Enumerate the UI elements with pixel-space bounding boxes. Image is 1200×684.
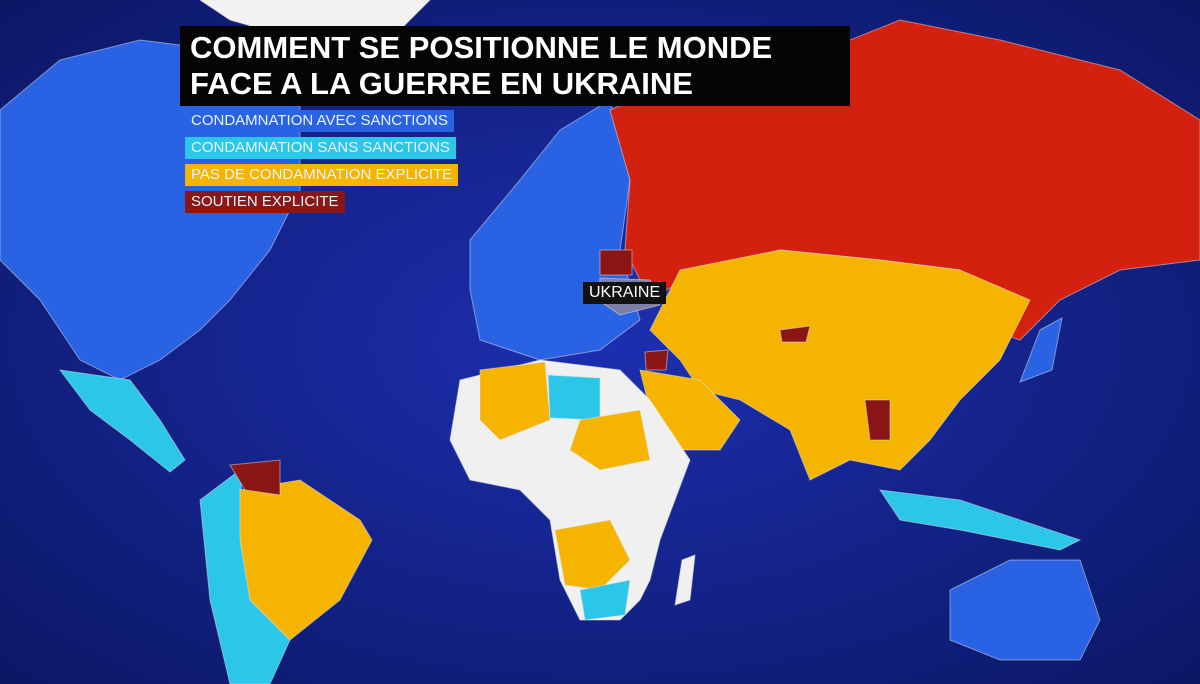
- legend-entry: PAS DE CONDAMNATION EXPLICITE: [185, 164, 459, 186]
- brazil: [239, 479, 373, 641]
- kyrgyzstan: [779, 325, 811, 343]
- title-box: COMMENT SE POSITIONNE LE MONDE FACE A LA…: [180, 26, 850, 106]
- legend-entry: CONDAMNATION AVEC SANCTIONS: [185, 110, 454, 132]
- country-label: UKRAINE: [583, 282, 667, 304]
- legend-entry: SOUTIEN EXPLICITE: [185, 191, 345, 213]
- japan: [1019, 317, 1063, 383]
- africa-south-tip: [579, 579, 631, 621]
- title-line: FACE A LA GUERRE EN UKRAINE: [190, 66, 693, 101]
- africa-central: [569, 409, 651, 471]
- legend: CONDAMNATION AVEC SANCTIONS CONDAMNATION…: [185, 110, 459, 218]
- australia: [949, 559, 1101, 661]
- central-america: [58, 369, 186, 473]
- libya: [547, 374, 601, 421]
- myanmar: [864, 399, 891, 441]
- africa-north: [479, 361, 551, 441]
- venezuela: [229, 459, 281, 496]
- legend-entry: CONDAMNATION SANS SANCTIONS: [185, 137, 456, 159]
- madagascar: [674, 554, 696, 606]
- southeast-asia: [878, 489, 1082, 551]
- belarus: [599, 249, 633, 276]
- title-line: COMMENT SE POSITIONNE LE MONDE: [190, 30, 773, 65]
- africa-south: [554, 519, 631, 591]
- syria: [644, 349, 669, 371]
